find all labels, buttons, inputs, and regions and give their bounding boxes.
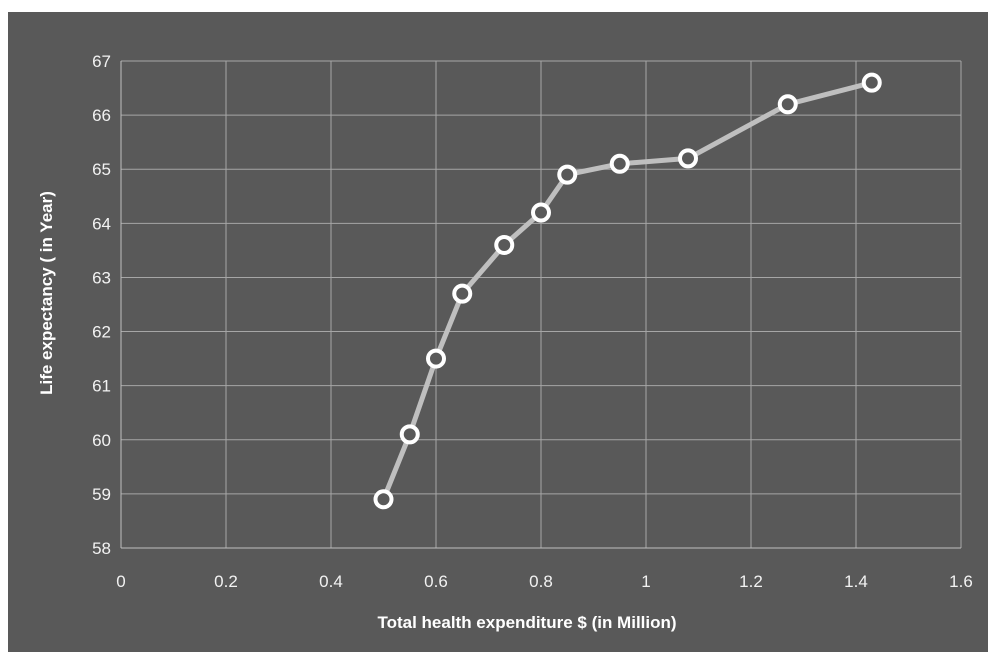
series [373,72,882,510]
y-tick-label: 60 [92,431,111,450]
y-axis-title: Life expectancy ( in Year) [37,191,56,395]
y-tick-label: 64 [92,214,111,233]
x-tick-label: 0.6 [424,572,448,591]
x-tick-label: 1 [641,572,650,591]
data-point [531,202,551,223]
data-point [494,234,515,255]
tick-labels: 58 59 60 61 62 63 64 65 66 67 0 0.2 0.4 0.6 0.8 1 1.2 1.4… [92,52,973,591]
x-tick-label: 1.6 [949,572,973,591]
data-point [373,489,394,510]
data-point [452,283,473,304]
grid [121,60,962,548]
axes [120,61,961,549]
y-tick-label: 63 [92,268,111,287]
x-axis-title: Total health expenditure $ (in Million) [377,613,676,632]
x-tick-label: 1.2 [739,572,763,591]
y-tick-label: 62 [92,323,111,342]
data-point [861,72,882,93]
x-tick-label: 0 [116,572,125,591]
data-point [777,94,798,115]
data-point [426,348,446,369]
data-point [678,148,698,169]
y-tick-label: 65 [92,160,111,179]
y-tick-label: 61 [92,377,111,396]
y-tick-label: 66 [92,106,111,125]
data-point [609,153,630,174]
x-tick-label: 0.4 [319,572,343,591]
y-tick-label: 59 [92,485,111,504]
x-tick-label: 0.2 [214,572,238,591]
data-point [399,424,420,445]
x-tick-label: 0.8 [529,572,553,591]
y-tick-label: 58 [92,539,111,558]
data-point [557,164,578,185]
y-tick-label: 67 [92,52,111,71]
x-tick-label: 1.4 [844,572,868,591]
